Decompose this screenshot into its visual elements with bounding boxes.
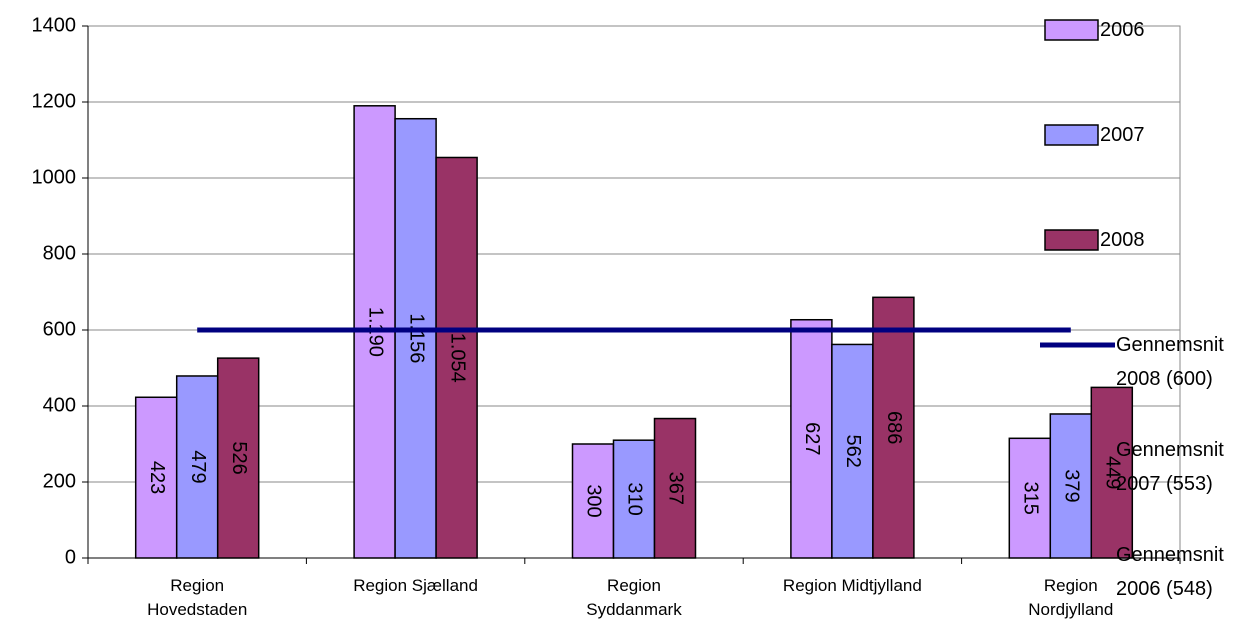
legend-swatch <box>1044 19 1099 41</box>
y-tick-label: 400 <box>43 394 76 416</box>
bar <box>1090 386 1134 559</box>
value-label: 1.156 <box>405 313 427 363</box>
bar <box>394 117 437 559</box>
bar <box>612 439 656 559</box>
bar <box>872 296 915 559</box>
bar <box>435 156 478 559</box>
legend-label: Gennemsnit 2007 (553) <box>1116 439 1224 495</box>
y-tick-label: 0 <box>65 546 76 568</box>
value-label: 315 <box>1020 481 1042 514</box>
bar <box>1008 437 1052 559</box>
legend-label: Gennemsnit 2008 (600) <box>1116 334 1224 390</box>
value-label: 686 <box>883 411 905 444</box>
bar <box>175 375 219 559</box>
bar <box>571 443 615 559</box>
legend-label: 2007 <box>1100 124 1145 146</box>
legend-swatch <box>1044 229 1099 251</box>
y-tick-label: 1400 <box>32 14 77 36</box>
value-label: 526 <box>228 441 250 474</box>
value-label: 449 <box>1102 456 1124 489</box>
value-label: 627 <box>801 422 823 455</box>
y-tick-label: 800 <box>43 242 76 264</box>
x-tick-label: Region Hovedstaden <box>147 576 248 619</box>
value-label: 423 <box>146 461 168 494</box>
value-label: 310 <box>624 482 646 515</box>
value-label: 479 <box>187 450 209 483</box>
value-label: 379 <box>1061 469 1083 502</box>
y-tick-label: 1000 <box>32 166 77 188</box>
bar <box>790 318 833 559</box>
legend-label: 2006 <box>1100 19 1145 41</box>
value-label: 562 <box>842 435 864 468</box>
y-tick-label: 600 <box>43 318 76 340</box>
x-tick-label: Region Midtjylland <box>782 576 922 595</box>
x-tick-label: Region Sjælland <box>353 576 478 595</box>
bar <box>216 357 260 559</box>
x-tick-label: Region Syddanmark <box>586 576 682 619</box>
bar <box>653 417 697 559</box>
y-tick-label: 1200 <box>32 90 77 112</box>
value-label: 1.054 <box>446 333 468 383</box>
value-label: 367 <box>665 472 687 505</box>
bar <box>134 396 178 559</box>
x-tick-label: Region Nordjylland <box>1028 576 1114 619</box>
y-tick-label: 200 <box>43 470 76 492</box>
legend-label: 2008 <box>1100 229 1145 251</box>
value-label: 300 <box>583 484 605 517</box>
legend-label: Gennemsnit 2006 (548) <box>1116 544 1224 600</box>
legend-swatch <box>1044 124 1099 146</box>
